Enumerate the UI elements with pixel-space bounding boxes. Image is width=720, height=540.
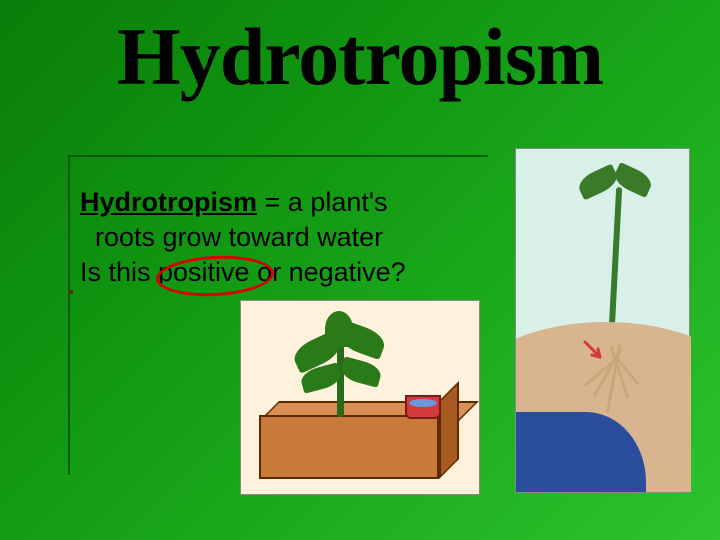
- definition-line2: roots grow toward water: [95, 222, 383, 252]
- bullet-icon: [69, 290, 73, 294]
- definition-part1: = a plant's: [257, 187, 388, 217]
- slide-title: Hydrotropism: [0, 10, 720, 104]
- seedling-water-diagram: [515, 148, 690, 493]
- term-hydrotropism: Hydrotropism: [80, 187, 257, 217]
- growth-arrow-icon: [580, 337, 610, 367]
- plant-in-box-diagram: [240, 300, 480, 495]
- plant-leaf: [339, 356, 383, 388]
- plant-leaf: [325, 311, 353, 347]
- water-cup: [405, 395, 441, 419]
- seedling-leaf-left: [575, 164, 621, 201]
- body-text: Hydrotropism = a plant's roots grow towa…: [80, 185, 515, 290]
- slide: Hydrotropism Hydrotropism = a plant's ro…: [0, 0, 720, 540]
- box-front-face: [259, 415, 439, 479]
- box-side-face: [439, 381, 459, 479]
